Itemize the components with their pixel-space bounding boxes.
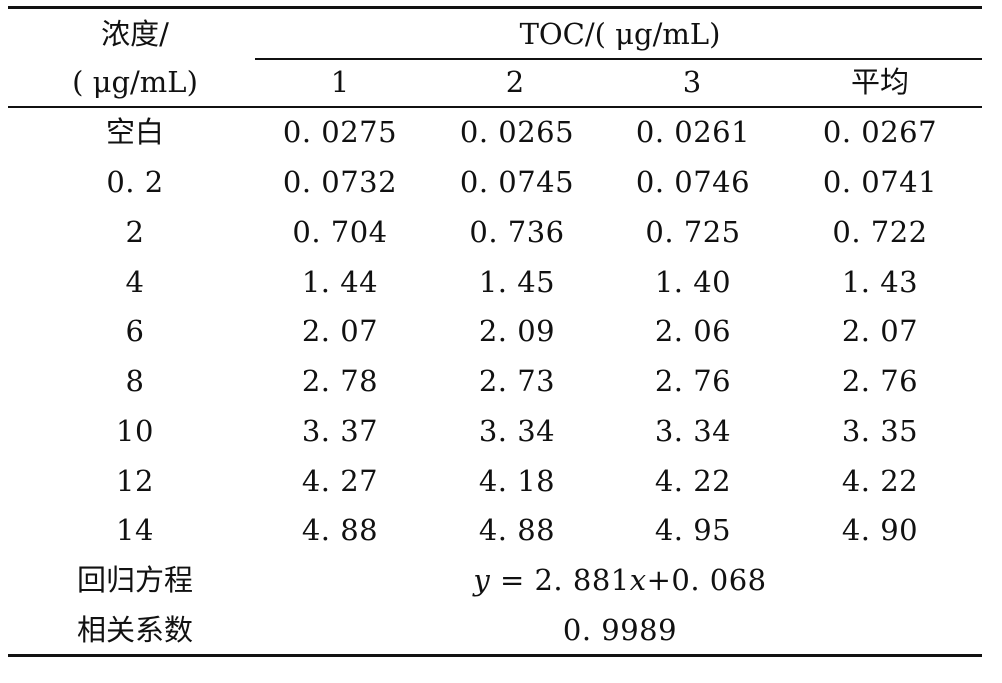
row-label: 14 — [116, 513, 154, 547]
row-value-1: 2. 78 — [301, 364, 379, 398]
header-col-average: 平均 — [850, 65, 909, 99]
row-value-1: 0. 0275 — [282, 115, 398, 149]
table-top-rule — [8, 6, 982, 9]
row-label: 6 — [125, 314, 145, 348]
row-value-3: 2. 06 — [654, 314, 732, 348]
row-value-2: 2. 09 — [478, 314, 556, 348]
row-value-2: 0. 0265 — [459, 115, 575, 149]
row-value-1: 2. 07 — [301, 314, 379, 348]
row-value-1: 4. 88 — [301, 513, 379, 547]
header-concentration-line1: 浓度/ — [101, 17, 169, 51]
row-average: 2. 07 — [841, 314, 919, 348]
row-value-1: 0. 0732 — [282, 165, 398, 199]
row-value-1: 0. 704 — [292, 215, 388, 249]
row-value-2: 3. 34 — [478, 414, 556, 448]
row-label: 12 — [116, 464, 154, 498]
table-bottom-rule — [8, 654, 982, 657]
row-value-1: 1. 44 — [301, 265, 379, 299]
regression-slope: = 2. 881 — [490, 563, 630, 597]
row-value-1: 3. 37 — [301, 414, 379, 448]
row-value-1: 4. 27 — [301, 464, 379, 498]
row-value-3: 1. 40 — [654, 265, 732, 299]
row-value-2: 0. 0745 — [459, 165, 575, 199]
row-value-2: 0. 736 — [469, 215, 565, 249]
regression-equation: y = 2. 881x+0. 068 — [380, 560, 860, 600]
row-average: 4. 22 — [841, 464, 919, 498]
row-average: 0. 0267 — [822, 115, 938, 149]
row-value-3: 0. 0746 — [635, 165, 751, 199]
correlation-label: 相关系数 — [76, 613, 193, 647]
table-header-rule — [8, 106, 982, 108]
header-col-1: 1 — [330, 65, 350, 99]
row-label: 2 — [125, 215, 145, 249]
row-value-2: 1. 45 — [478, 265, 556, 299]
row-average: 0. 722 — [832, 215, 928, 249]
regression-y-var: y — [473, 563, 491, 597]
row-value-3: 4. 22 — [654, 464, 732, 498]
regression-label: 回归方程 — [76, 563, 193, 597]
row-value-3: 2. 76 — [654, 364, 732, 398]
header-toc-title: TOC/( μg/mL) — [519, 17, 721, 51]
correlation-value: 0. 9989 — [562, 613, 678, 647]
row-average: 1. 43 — [841, 265, 919, 299]
row-value-3: 3. 34 — [654, 414, 732, 448]
row-average: 3. 35 — [841, 414, 919, 448]
row-label: 4 — [125, 265, 145, 299]
row-label: 0. 2 — [106, 165, 164, 199]
header-concentration-line2: ( μg/mL) — [72, 65, 198, 99]
row-value-2: 2. 73 — [478, 364, 556, 398]
row-label: 空白 — [105, 115, 164, 149]
row-label: 8 — [125, 364, 145, 398]
row-value-3: 0. 0261 — [635, 115, 751, 149]
regression-intercept: +0. 068 — [646, 563, 767, 597]
header-col-3: 3 — [682, 65, 702, 99]
regression-x-var: x — [629, 563, 647, 597]
toc-header-rule — [255, 58, 982, 60]
row-value-2: 4. 88 — [478, 513, 556, 547]
row-average: 0. 0741 — [822, 165, 938, 199]
row-value-3: 0. 725 — [645, 215, 741, 249]
row-value-2: 4. 18 — [478, 464, 556, 498]
row-value-3: 4. 95 — [654, 513, 732, 547]
row-average: 4. 90 — [841, 513, 919, 547]
row-label: 10 — [116, 414, 154, 448]
header-col-2: 2 — [505, 65, 525, 99]
row-average: 2. 76 — [841, 364, 919, 398]
